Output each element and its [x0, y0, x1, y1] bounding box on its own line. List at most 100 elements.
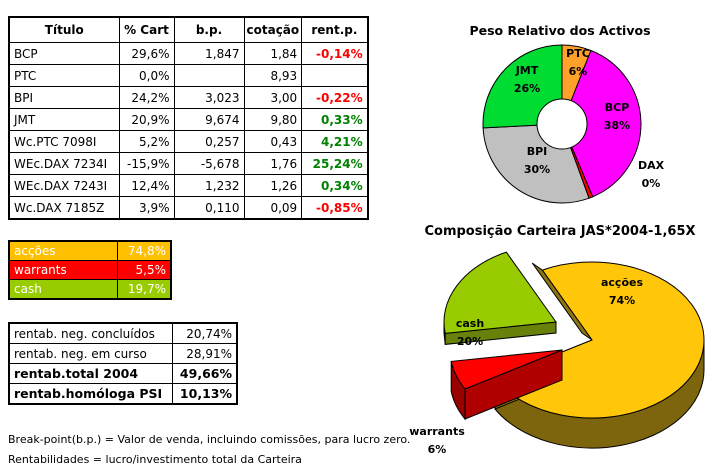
value-cell: 3,9%	[118, 196, 175, 220]
value-cell	[173, 64, 245, 87]
returns-row: rentab.total 2004 49,66%	[8, 363, 238, 384]
portfolio-row: Wc.PTC 7098I 5,2% 0,257 0,43 4,21%	[8, 130, 369, 153]
value-cell: -0,14%	[301, 42, 369, 65]
value-cell: 25,24%	[301, 152, 369, 175]
allocation-row: cash 19,7%	[8, 279, 172, 300]
value-cell: 0,0%	[118, 64, 175, 87]
allocation-table: acções 74,8% warrants 5,5% cash 19,7%	[8, 240, 172, 300]
value-cell: 9,674	[173, 108, 245, 131]
donut-slice-bcp	[561, 49, 642, 198]
portfolio-row: WEc.DAX 7243I 12,4% 1,232 1,26 0,34%	[8, 174, 369, 197]
titulo-cell: Wc.DAX 7185Z	[8, 196, 120, 220]
pie3d-label-cash: cash 20%	[455, 317, 485, 348]
portfolio-row: PTC 0,0% 8,93	[8, 64, 369, 87]
asset-class-value: 19,7%	[116, 279, 172, 300]
allocation-table-body: acções 74,8% warrants 5,5% cash 19,7%	[8, 240, 172, 300]
titulo-cell: Wc.PTC 7098I	[8, 130, 120, 153]
value-cell: 1,847	[173, 42, 245, 65]
cash-top	[443, 251, 557, 334]
asset-class-value: 74,8%	[116, 240, 172, 261]
portfolio-row: BCP 29,6% 1,847 1,84 -0,14%	[8, 42, 369, 65]
donut-chart-title: Peso Relativo dos Activos	[469, 23, 651, 38]
value-cell: 3,023	[173, 86, 245, 109]
value-cell: 0,34%	[301, 174, 369, 197]
allocation-row: warrants 5,5%	[8, 260, 172, 280]
asset-class-label: cash	[8, 279, 118, 300]
note-rentabilidades: Rentabilidades = lucro/investimento tota…	[8, 453, 302, 466]
warrants-top	[450, 349, 563, 390]
asset-class-value: 5,5%	[116, 260, 172, 280]
returns-value: 10,13%	[171, 383, 238, 405]
value-cell: 24,2%	[118, 86, 175, 109]
col-header-bp: b.p.	[173, 16, 245, 43]
returns-label: rentab.homóloga PSI	[8, 383, 173, 405]
value-cell: 9,80	[243, 108, 303, 131]
portfolio-table-body: BCP 29,6% 1,847 1,84 -0,14% PTC 0,0% 8,93 BPI 24,…	[8, 42, 369, 220]
allocation-row: acções 74,8%	[8, 240, 172, 261]
returns-value: 28,91%	[171, 343, 238, 364]
returns-table-body: rentab. neg. concluídos 20,74% rentab. neg…	[8, 322, 238, 405]
donut-hole	[536, 98, 588, 150]
titulo-cell: PTC	[8, 64, 120, 87]
value-cell: 8,93	[243, 64, 303, 87]
donut-chart	[482, 44, 642, 204]
accoes-upper-cut-face	[531, 262, 593, 341]
value-cell: 5,2%	[118, 130, 175, 153]
portfolio-row: WEc.DAX 7234I -15,9% -5,678 1,76 25,24%	[8, 152, 369, 175]
value-cell: 0,33%	[301, 108, 369, 131]
returns-label: rentab. neg. em curso	[8, 343, 173, 364]
returns-label: rentab. neg. concluídos	[8, 322, 173, 344]
col-header-cotacao: cotação	[243, 16, 303, 43]
value-cell: 0,110	[173, 196, 245, 220]
value-cell: 0,257	[173, 130, 245, 153]
value-cell: -15,9%	[118, 152, 175, 175]
returns-value: 20,74%	[171, 322, 238, 344]
portfolio-row: Wc.DAX 7185Z 3,9% 0,110 0,09 -0,85%	[8, 196, 369, 220]
pie3d-chart-title: Composição Carteira JAS*2004-1,65X	[424, 224, 696, 239]
titulo-cell: BCP	[8, 42, 120, 65]
value-cell: 20,9%	[118, 108, 175, 131]
value-cell: 0,43	[243, 130, 303, 153]
value-cell: 1,76	[243, 152, 303, 175]
returns-value: 49,66%	[171, 363, 238, 384]
donut-label-dax: DAX 0%	[637, 159, 665, 190]
donut-label-jmt: JMT 26%	[513, 64, 541, 95]
titulo-cell: WEc.DAX 7243I	[8, 174, 120, 197]
donut-label-bcp: BCP 38%	[603, 101, 631, 132]
col-header-rentp: rent.p.	[301, 16, 369, 43]
returns-label: rentab.total 2004	[8, 363, 173, 384]
col-header-cart: % Cart	[118, 16, 175, 43]
value-cell: 0,09	[243, 196, 303, 220]
col-header-titulo: Título	[8, 16, 120, 43]
donut-label-ptc: PTC 6%	[566, 47, 590, 78]
value-cell: 3,00	[243, 86, 303, 109]
value-cell: 1,232	[173, 174, 245, 197]
portfolio-table: Título % Cart b.p. cotação rent.p. BCP 29…	[8, 16, 369, 220]
titulo-cell: JMT	[8, 108, 120, 131]
value-cell	[301, 64, 369, 87]
note-breakpoint: Break-point(b.p.) = Valor de venda, incl…	[8, 433, 411, 446]
returns-table: rentab. neg. concluídos 20,74% rentab. neg…	[8, 322, 238, 405]
returns-row: rentab. neg. concluídos 20,74%	[8, 322, 238, 344]
value-cell: -0,22%	[301, 86, 369, 109]
value-cell: 1,84	[243, 42, 303, 65]
asset-class-label: acções	[8, 240, 118, 261]
donut-slice-jmt	[482, 44, 563, 129]
pie3d-label-warrants: warrants 6%	[409, 425, 465, 456]
titulo-cell: WEc.DAX 7234I	[8, 152, 120, 175]
portfolio-row: JMT 20,9% 9,674 9,80 0,33%	[8, 108, 369, 131]
value-cell: -5,678	[173, 152, 245, 175]
value-cell: 12,4%	[118, 174, 175, 197]
pie3d-chart	[443, 251, 705, 449]
titulo-cell: BPI	[8, 86, 120, 109]
returns-row: rentab.homóloga PSI 10,13%	[8, 383, 238, 405]
value-cell: 1,26	[243, 174, 303, 197]
value-cell: 4,21%	[301, 130, 369, 153]
donut-label-bpi: BPI 30%	[523, 145, 551, 176]
portfolio-row: BPI 24,2% 3,023 3,00 -0,22%	[8, 86, 369, 109]
value-cell: 29,6%	[118, 42, 175, 65]
portfolio-header-row: Título % Cart b.p. cotação rent.p.	[8, 16, 369, 43]
asset-class-label: warrants	[8, 260, 118, 280]
pie3d-label-accoes: acções 74%	[600, 276, 644, 307]
